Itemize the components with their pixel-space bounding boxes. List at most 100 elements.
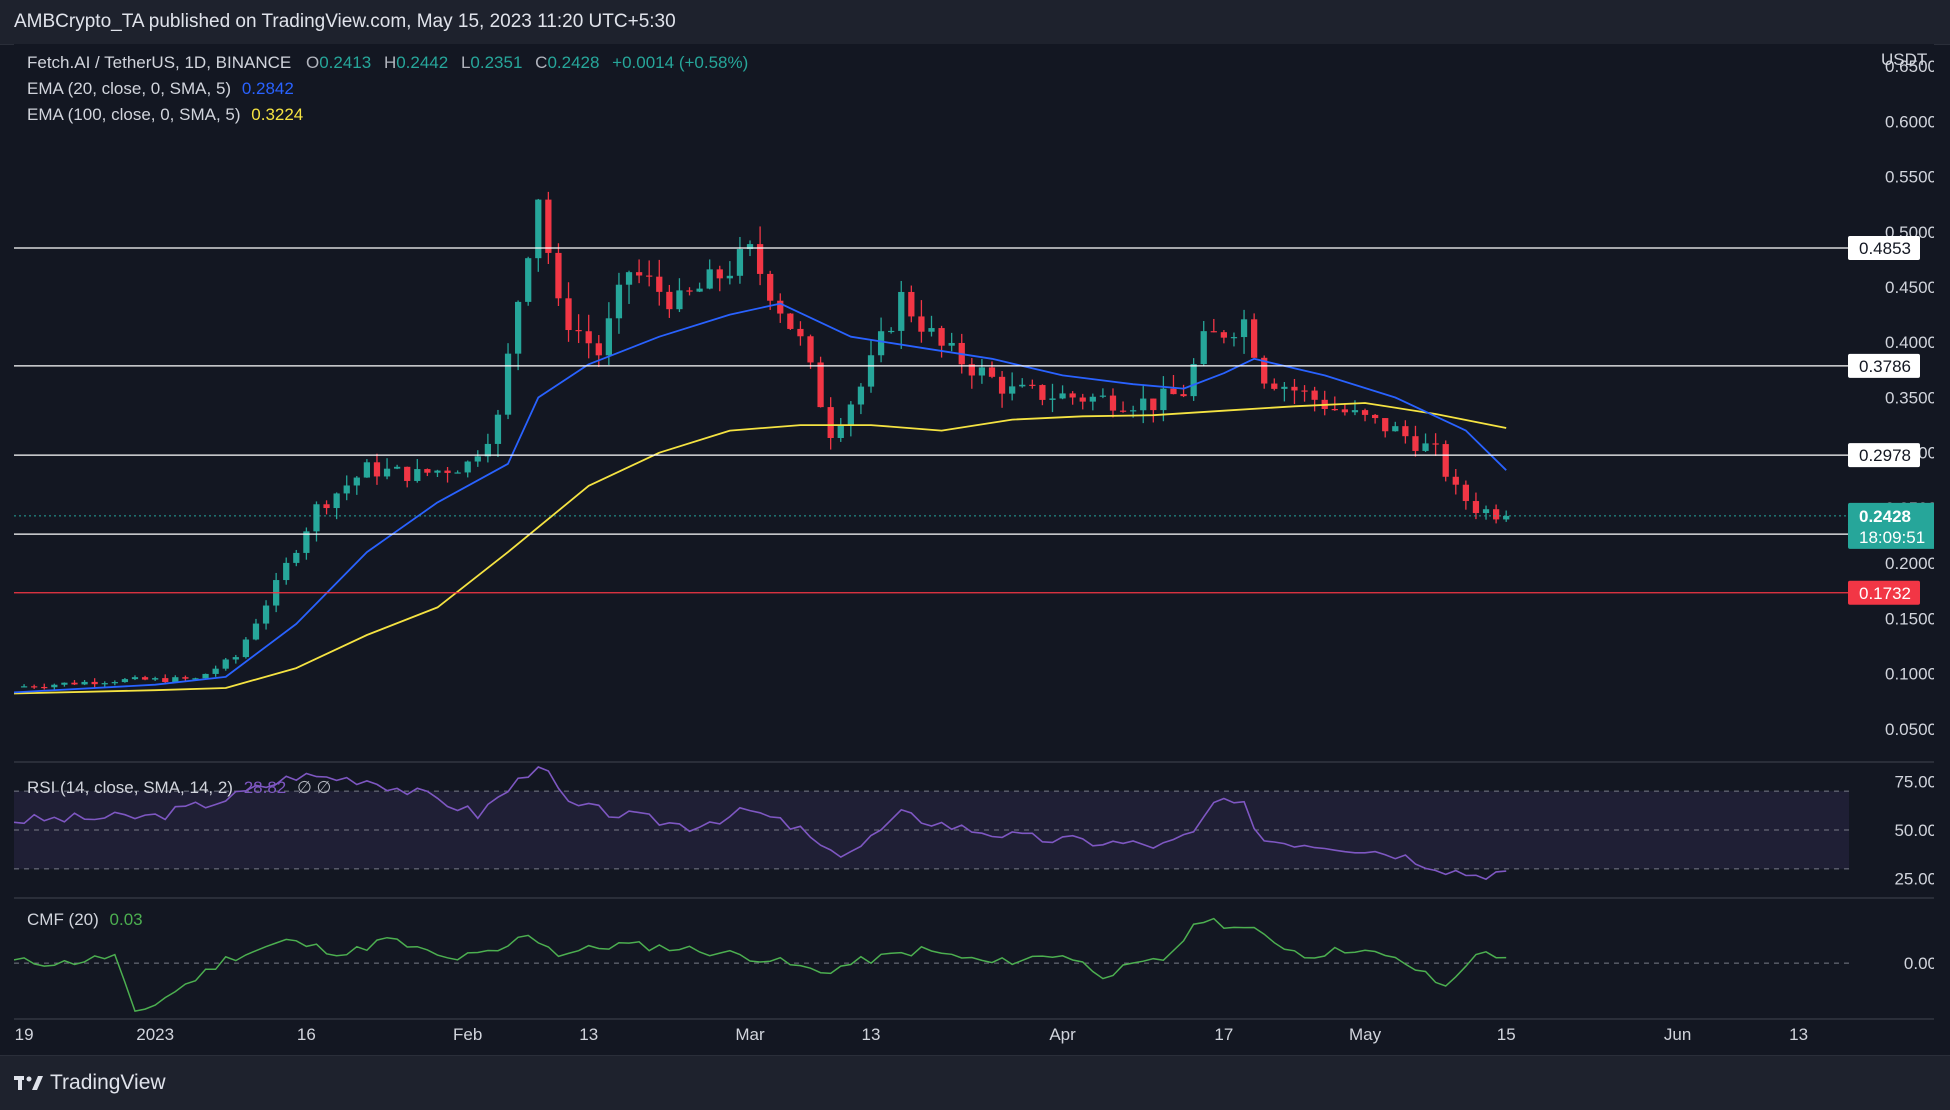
candle-body — [1503, 515, 1510, 520]
time-tick-label: 2023 — [136, 1025, 174, 1044]
ema100-value: 0.3224 — [251, 105, 304, 124]
candle-body — [1190, 364, 1197, 397]
rsi-line — [14, 766, 1507, 881]
candle-body — [656, 276, 663, 292]
candle-body — [1180, 394, 1187, 397]
candle-body — [303, 531, 310, 553]
candle-body — [1049, 398, 1056, 400]
candle-body — [353, 477, 360, 486]
price-tick-label: 0.0500 — [1885, 720, 1934, 739]
candle-body — [484, 443, 491, 457]
price-tick-label: 0.4000 — [1885, 333, 1934, 352]
time-tick-label: May — [1349, 1025, 1382, 1044]
candle-body — [1140, 398, 1147, 411]
candle-body — [1402, 426, 1409, 437]
ema100-line — [14, 402, 1507, 695]
candle-body — [1029, 384, 1036, 386]
published-text: AMBCrypto_TA published on TradingView.co… — [14, 11, 676, 32]
cmf-tick-label: 0.00 — [1904, 954, 1934, 973]
candle-body — [706, 269, 713, 289]
candle-body — [1452, 476, 1459, 485]
candle-body — [141, 677, 149, 680]
candle-body — [1150, 398, 1157, 411]
chart-canvas[interactable]: USDT0.65000.60000.55000.50000.45000.4000… — [14, 44, 1934, 1055]
candle-body — [1442, 444, 1449, 477]
time-tick-label: Mar — [735, 1025, 765, 1044]
ema20-label: EMA (20, close, 0, SMA, 5) — [27, 79, 232, 98]
candle-body — [20, 686, 28, 688]
time-tick-label: 17 — [1214, 1025, 1233, 1044]
candle-body — [111, 682, 118, 684]
candle-body — [343, 485, 350, 494]
price-tick-label: 0.2000 — [1885, 554, 1934, 573]
cmf-line — [14, 917, 1507, 1012]
ema20-line — [14, 302, 1507, 694]
candle-body — [1361, 410, 1369, 415]
candle-body — [555, 252, 562, 299]
candle-body — [968, 364, 975, 376]
candle-body — [918, 316, 925, 332]
ema100-legend[interactable]: EMA (100, close, 0, SMA, 5) 0.3224 — [27, 105, 303, 125]
level-label: 0.3786 — [1859, 357, 1911, 376]
low-label: L — [460, 53, 471, 72]
open-label: O — [305, 53, 320, 72]
cmf-legend[interactable]: CMF (20) 0.03 — [27, 910, 143, 930]
close-value: 0.2428 — [547, 53, 600, 72]
candle-body — [948, 342, 955, 346]
candle-body — [726, 275, 733, 279]
candle-body — [424, 469, 431, 473]
candle-body — [676, 290, 683, 310]
time-tick-label: 13 — [862, 1025, 881, 1044]
candle-body — [1089, 396, 1096, 402]
candle-body — [1039, 385, 1046, 400]
candle-body — [1392, 426, 1399, 432]
candle-body — [1069, 393, 1076, 398]
candle-body — [615, 284, 623, 319]
last-price-box — [1848, 502, 1934, 549]
candle-body — [363, 462, 371, 478]
publish-header: AMBCrypto_TA published on TradingView.co… — [0, 0, 1950, 45]
candle-body — [888, 330, 895, 333]
chart-frame[interactable]: USDT 0.6500 0.6000 0.5500 0.5000 0.4500 0.4000… — [14, 44, 1934, 1055]
candle-body — [383, 468, 391, 477]
candle-body — [162, 678, 169, 683]
cmf-label: CMF (20) — [27, 910, 99, 929]
candle-body — [605, 318, 612, 356]
rsi-band-fill — [14, 791, 1849, 869]
rsi-label: RSI (14, close, SMA, 14, 2) — [27, 778, 233, 797]
open-value: 0.2413 — [319, 53, 372, 72]
candle-body — [31, 686, 38, 688]
candle-body — [797, 328, 804, 337]
tradingview-logo-icon — [14, 1076, 43, 1090]
ema20-legend[interactable]: EMA (20, close, 0, SMA, 5) 0.2842 — [27, 79, 294, 99]
candle-body — [1160, 388, 1167, 411]
candle-body — [817, 362, 824, 408]
candle-body — [1251, 319, 1258, 358]
candle-body — [847, 404, 854, 426]
candle-body — [202, 673, 209, 679]
candle-body — [998, 376, 1006, 394]
candle-body — [1119, 410, 1127, 412]
candle-body — [535, 199, 542, 259]
rsi-legend[interactable]: RSI (14, close, SMA, 14, 2) 28.82 ∅ ∅ — [27, 778, 331, 798]
candle-body — [283, 562, 290, 581]
candle-body — [182, 677, 189, 679]
candle-body — [222, 659, 229, 669]
price-tick-label: 0.3500 — [1885, 388, 1934, 407]
candle-body — [666, 291, 673, 310]
price-tick-label: 0.1000 — [1885, 665, 1934, 684]
tradingview-brand[interactable]: TradingView — [14, 1071, 166, 1095]
price-tick-label: 0.6500 — [1885, 57, 1934, 76]
time-tick-label: 13 — [1789, 1025, 1808, 1044]
candle-body — [545, 199, 552, 253]
price-tick-label: 0.6000 — [1885, 112, 1934, 131]
candle-body — [585, 331, 592, 344]
candle-body — [696, 288, 703, 292]
candle-body — [1130, 410, 1137, 412]
symbol-title[interactable]: Fetch.AI / TetherUS, 1D, BINANCE — [27, 53, 292, 72]
candle-body — [1109, 395, 1117, 411]
candle-body — [756, 244, 764, 274]
brand-name: TradingView — [50, 1071, 166, 1094]
price-tick-label: 0.1500 — [1885, 609, 1934, 628]
candle-body — [313, 504, 320, 532]
